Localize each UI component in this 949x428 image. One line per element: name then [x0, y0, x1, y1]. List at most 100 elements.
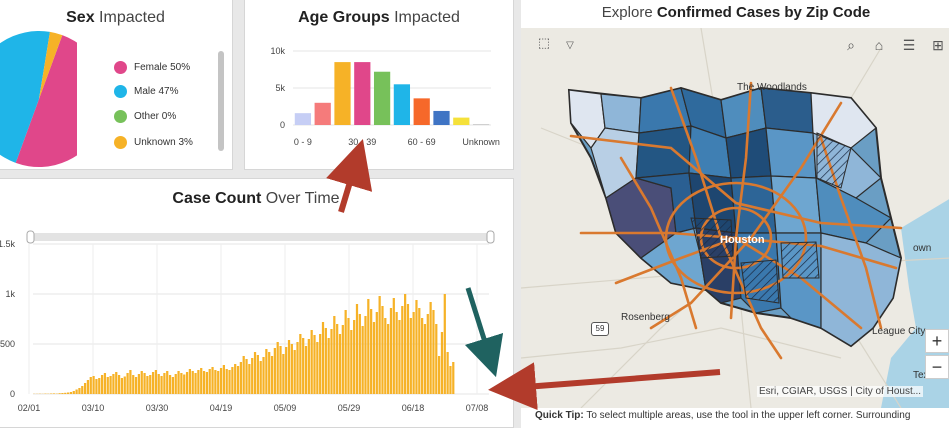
case-bar[interactable]	[186, 372, 188, 394]
case-bar[interactable]	[401, 306, 403, 394]
legend-unknown[interactable]: Unknown 3%	[114, 136, 193, 149]
case-bar[interactable]	[407, 304, 409, 394]
age-bar[interactable]	[414, 98, 430, 125]
case-bar[interactable]	[325, 328, 327, 394]
time-range-slider[interactable]	[29, 233, 493, 241]
case-bar[interactable]	[180, 373, 182, 394]
case-bar[interactable]	[396, 312, 398, 394]
case-bar[interactable]	[112, 374, 114, 394]
case-bar[interactable]	[339, 334, 341, 394]
case-bar[interactable]	[107, 377, 109, 394]
case-bar[interactable]	[421, 318, 423, 394]
case-bar[interactable]	[328, 338, 330, 394]
case-bar[interactable]	[226, 369, 228, 394]
case-bar[interactable]	[427, 314, 429, 394]
case-bar[interactable]	[126, 373, 128, 394]
case-bar[interactable]	[87, 380, 89, 394]
case-bar[interactable]	[160, 376, 162, 394]
case-bar[interactable]	[268, 352, 270, 394]
legend-scrollbar[interactable]	[218, 51, 224, 151]
case-bar[interactable]	[430, 302, 432, 394]
case-bar[interactable]	[342, 325, 344, 394]
case-bar[interactable]	[311, 330, 313, 394]
case-bar[interactable]	[432, 310, 434, 394]
case-bar[interactable]	[245, 359, 247, 394]
case-bar[interactable]	[177, 371, 179, 394]
case-bar[interactable]	[353, 320, 355, 394]
case-bar[interactable]	[274, 348, 276, 394]
legend-other[interactable]: Other 0%	[114, 110, 176, 123]
case-bar[interactable]	[217, 371, 219, 394]
case-bar[interactable]	[387, 324, 389, 394]
select-dropdown-icon[interactable]: ▽	[559, 34, 581, 56]
case-bar[interactable]	[418, 308, 420, 394]
case-bar[interactable]	[305, 346, 307, 394]
case-bar[interactable]	[73, 391, 75, 394]
zoom-in-button[interactable]: +	[925, 329, 949, 353]
case-bar[interactable]	[152, 372, 154, 394]
case-bar[interactable]	[78, 388, 80, 394]
case-bar[interactable]	[316, 342, 318, 394]
case-bar[interactable]	[345, 310, 347, 394]
home-icon[interactable]: ⌂	[868, 34, 890, 56]
case-bar[interactable]	[262, 357, 264, 394]
case-bar[interactable]	[92, 376, 94, 394]
case-bar[interactable]	[452, 362, 454, 394]
case-bar[interactable]	[243, 356, 245, 394]
search-icon[interactable]: ⌕	[840, 34, 862, 56]
case-bar[interactable]	[141, 371, 143, 394]
case-bar[interactable]	[98, 378, 100, 394]
case-bar[interactable]	[322, 322, 324, 394]
age-bar[interactable]	[295, 113, 311, 125]
case-bar[interactable]	[285, 347, 287, 394]
case-bar[interactable]	[211, 367, 213, 394]
case-bar[interactable]	[370, 309, 372, 394]
case-bar[interactable]	[379, 296, 381, 394]
age-bar[interactable]	[334, 62, 350, 125]
case-bar[interactable]	[381, 306, 383, 394]
case-bar[interactable]	[356, 304, 358, 394]
case-bar[interactable]	[271, 356, 273, 394]
case-bar[interactable]	[350, 330, 352, 394]
case-bar[interactable]	[308, 339, 310, 394]
case-bar[interactable]	[84, 383, 86, 394]
case-bar[interactable]	[200, 368, 202, 394]
case-bar[interactable]	[251, 358, 253, 394]
case-bar[interactable]	[254, 352, 256, 394]
case-bar[interactable]	[393, 298, 395, 394]
case-bar[interactable]	[330, 329, 332, 394]
case-bar[interactable]	[124, 377, 126, 395]
case-bar[interactable]	[282, 354, 284, 394]
case-bar[interactable]	[149, 375, 151, 394]
case-bar[interactable]	[441, 332, 443, 394]
case-bar[interactable]	[58, 393, 60, 394]
case-bar[interactable]	[203, 371, 205, 394]
case-bar[interactable]	[291, 344, 293, 394]
case-bar[interactable]	[367, 299, 369, 394]
case-bar[interactable]	[67, 393, 69, 395]
case-bar[interactable]	[206, 372, 208, 394]
case-bar[interactable]	[169, 375, 171, 394]
case-bar[interactable]	[234, 364, 236, 394]
case-bar[interactable]	[313, 335, 315, 394]
age-bar[interactable]	[473, 124, 489, 125]
age-bar[interactable]	[354, 62, 370, 125]
legend-female[interactable]: Female 50%	[114, 61, 190, 74]
basemap-gallery-icon[interactable]: ⊞	[927, 34, 949, 56]
legend-male[interactable]: Male 47%	[114, 85, 178, 98]
case-bar[interactable]	[223, 365, 225, 394]
case-bar[interactable]	[260, 361, 262, 394]
case-bar[interactable]	[64, 393, 66, 394]
case-bar[interactable]	[183, 375, 185, 395]
case-bar[interactable]	[158, 374, 160, 394]
case-bar[interactable]	[398, 320, 400, 394]
age-bar[interactable]	[453, 118, 469, 125]
age-bar[interactable]	[433, 111, 449, 125]
case-bar[interactable]	[129, 370, 131, 394]
case-bar[interactable]	[376, 312, 378, 394]
case-bar[interactable]	[121, 378, 123, 394]
case-bar[interactable]	[118, 375, 120, 394]
case-bar[interactable]	[248, 364, 250, 394]
case-bar[interactable]	[237, 366, 239, 394]
case-bar[interactable]	[336, 324, 338, 394]
